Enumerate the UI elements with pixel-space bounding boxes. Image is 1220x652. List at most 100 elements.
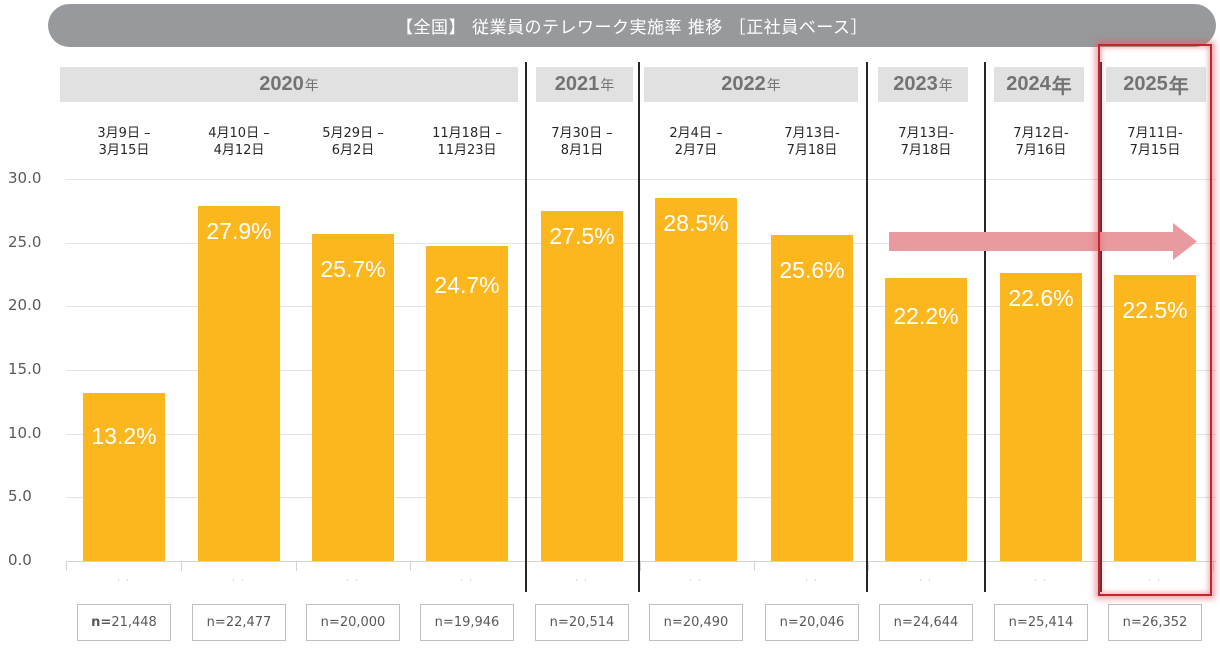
sample-size-box: n= 24,644 <box>879 604 973 641</box>
bar-data-label: 27.9% <box>206 217 272 244</box>
axis-ghost-text: · · <box>232 576 246 585</box>
sample-size-box: n= 20,490 <box>649 604 743 641</box>
x-tick <box>640 561 641 571</box>
x-category-label: 7月30日 – 8月1日 <box>551 126 613 158</box>
year-suffix: 年 <box>1051 76 1072 98</box>
sample-size-value: 20,514 <box>568 615 615 630</box>
sample-size-prefix: n= <box>434 615 454 630</box>
x-tick <box>410 561 411 571</box>
sample-size-box: n= 26,352 <box>1108 604 1202 641</box>
axis-ghost-text: · · <box>1034 576 1048 585</box>
sample-size-value: 20,490 <box>682 615 729 630</box>
year-number: 2024 <box>1006 73 1051 95</box>
sample-size-box: n= 25,414 <box>994 604 1088 641</box>
x-category-label: 7月12日- 7月16日 <box>1013 126 1069 158</box>
x-category-label: 7月13日- 7月18日 <box>784 126 840 158</box>
year-divider <box>866 62 868 592</box>
bar <box>771 235 853 561</box>
axis-ghost-text: · · <box>689 576 703 585</box>
y-tick-label: 20.0 <box>8 296 42 315</box>
bar-data-label: 28.5% <box>663 210 729 237</box>
gridline <box>66 497 1216 499</box>
bar <box>198 205 280 561</box>
sample-size-value: 20,046 <box>798 615 845 630</box>
bar <box>1114 274 1196 561</box>
year-suffix: 年 <box>304 76 319 93</box>
year-header-2020: 2020 年 <box>60 67 518 102</box>
year-number: 2025 <box>1123 73 1168 95</box>
bar <box>426 246 508 561</box>
year-divider <box>1100 62 1102 592</box>
x-category-label: 3月9日 – 3月15日 <box>97 126 151 158</box>
year-number: 2020 <box>259 73 304 95</box>
gridline <box>66 179 1216 180</box>
year-divider <box>638 62 640 592</box>
x-category-label: 2月4日 – 2月7日 <box>669 126 723 158</box>
axis-ghost-text: · · <box>575 576 589 585</box>
sample-size-prefix: n= <box>779 615 799 630</box>
sample-size-box: n= 19,946 <box>420 604 514 641</box>
bar <box>312 233 394 561</box>
bar <box>83 392 165 561</box>
x-tick <box>868 561 869 571</box>
y-tick-label: 30.0 <box>8 169 42 187</box>
gridline <box>66 306 1216 308</box>
x-tick <box>66 561 67 571</box>
bar <box>541 210 623 561</box>
year-header-2025: 2025 年 <box>1106 67 1206 102</box>
gridline <box>66 370 1216 371</box>
sample-size-box: n= 22,477 <box>192 604 286 641</box>
year-suffix: 年 <box>600 76 615 93</box>
trend-arrow-icon <box>889 223 1197 260</box>
sample-size-value: 26,352 <box>1141 615 1188 630</box>
sample-size-value: 19,946 <box>453 615 500 630</box>
x-tick <box>181 561 182 571</box>
sample-size-prefix: n= <box>549 615 569 630</box>
x-tick <box>754 561 755 571</box>
axis-ghost-text: · · <box>460 576 474 585</box>
year-divider <box>525 62 527 592</box>
sample-size-prefix: n= <box>663 615 683 630</box>
year-suffix: 年 <box>938 76 953 93</box>
sample-size-prefix: n= <box>893 615 913 630</box>
bar <box>885 278 967 561</box>
gridline <box>66 433 1216 435</box>
chart-title: 【全国】 従業員のテレワーク実施率 推移 ［正社員ベース］ <box>48 4 1216 47</box>
x-tick <box>1213 561 1214 571</box>
year-suffix: 年 <box>766 76 781 93</box>
x-category-label: 7月13日- 7月18日 <box>898 126 954 158</box>
axis-ghost-text: · · <box>805 576 819 585</box>
year-number: 2023 <box>893 73 938 95</box>
sample-size-box: n= 20,046 <box>765 604 859 641</box>
gridline <box>66 242 1216 244</box>
bar-data-label: 22.6% <box>1008 285 1074 312</box>
sample-size-prefix: n= <box>320 615 340 630</box>
bar-data-label: 22.5% <box>1122 296 1188 323</box>
axis-ghost-text: · · <box>919 576 933 585</box>
sample-size-value: 24,644 <box>912 615 959 630</box>
bar-data-label: 27.5% <box>549 222 615 249</box>
bar-data-label: 25.7% <box>320 255 386 282</box>
x-tick <box>296 561 297 571</box>
y-tick-label: 10.0 <box>8 423 42 442</box>
y-tick-label: 0.0 <box>8 551 32 569</box>
x-category-label: 5月29日 – 6月2日 <box>322 126 384 158</box>
bar <box>1000 273 1082 561</box>
sample-size-prefix: n= <box>1122 615 1142 630</box>
y-tick-label: 25.0 <box>8 232 42 251</box>
year-number: 2021 <box>554 73 600 95</box>
sample-size-value: 21,448 <box>111 615 157 630</box>
x-category-label: 4月10日 – 4月12日 <box>208 126 270 158</box>
sample-size-prefix: n= <box>206 615 226 630</box>
sample-size-value: 20,000 <box>339 615 386 630</box>
sample-size-box: n= 21,448 <box>77 604 171 641</box>
axis-ghost-text: · · <box>346 576 360 585</box>
sample-size-prefix: n= <box>1008 615 1028 630</box>
bar <box>655 198 737 561</box>
bar-data-label: 24.7% <box>434 272 500 299</box>
bar-data-label: 13.2% <box>91 422 157 449</box>
axis-ghost-text: · · <box>1148 576 1162 585</box>
year-suffix: 年 <box>1168 76 1189 98</box>
x-category-label: 7月11日- 7月15日 <box>1127 126 1183 158</box>
x-category-label: 11月18日 – 11月23日 <box>432 126 502 158</box>
